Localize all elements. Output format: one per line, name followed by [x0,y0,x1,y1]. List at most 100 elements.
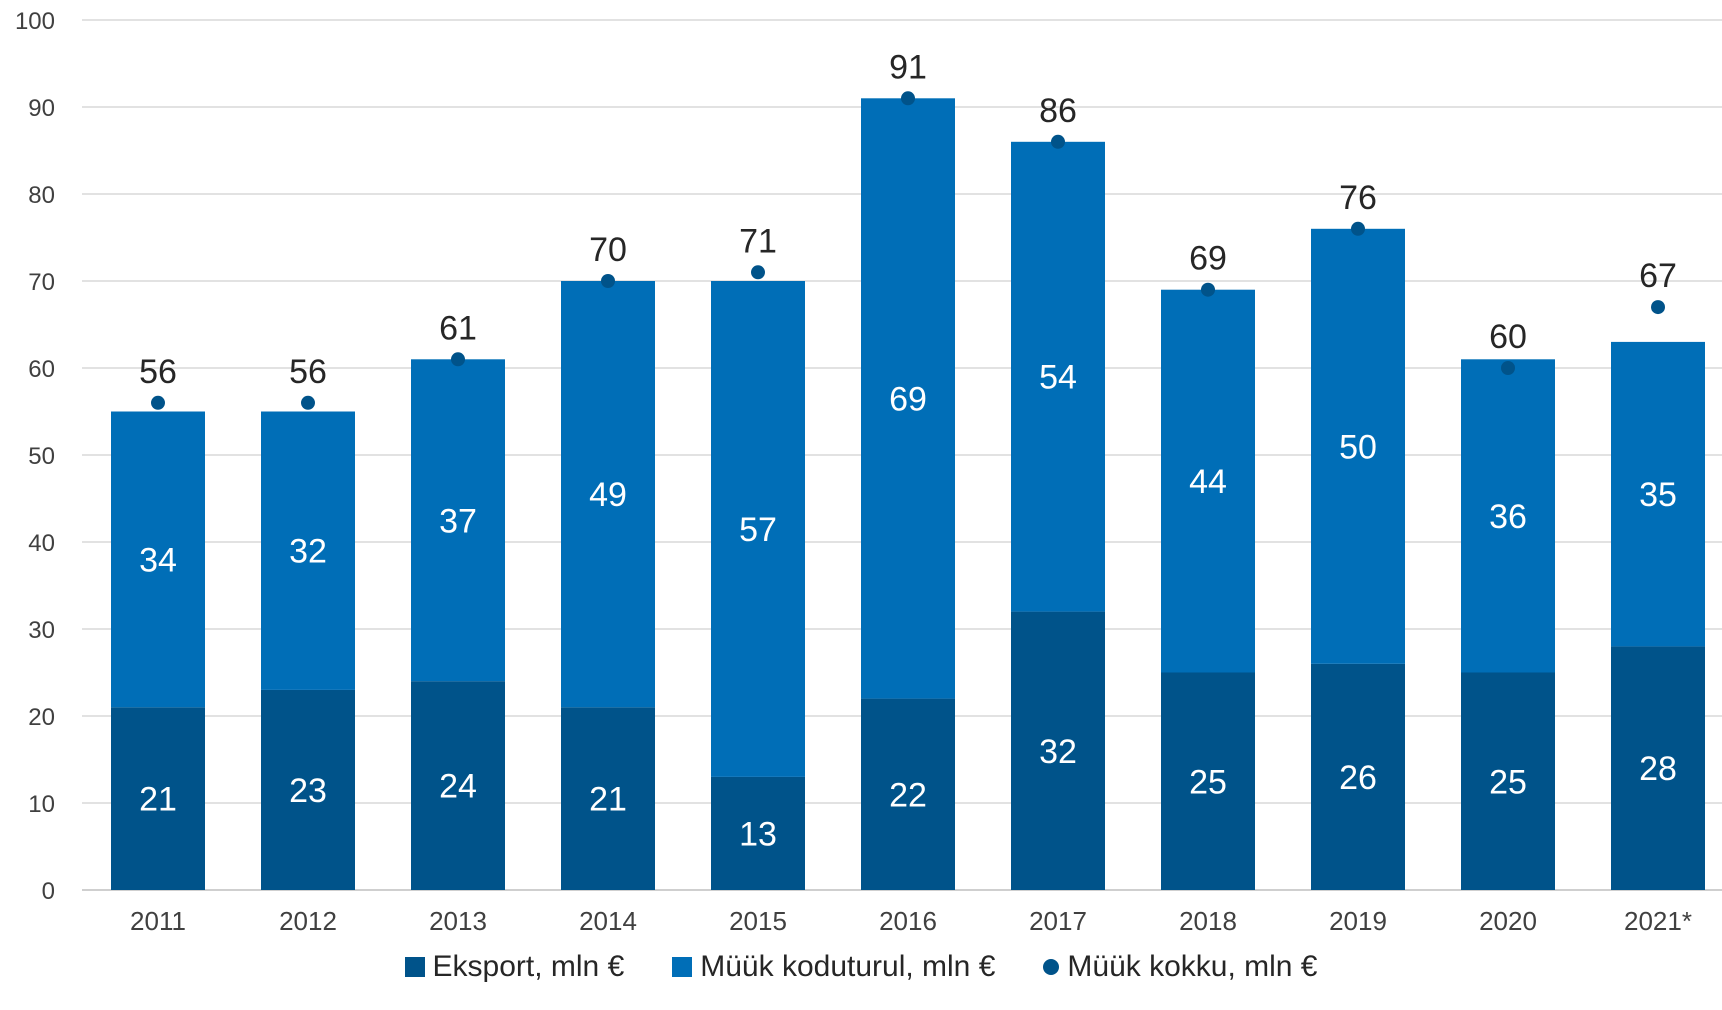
y-tick-label: 70 [28,269,55,296]
data-label-eksport: 21 [589,781,627,819]
marker-kokku [1501,361,1515,375]
bar-koduturul [1161,289,1255,673]
chart-svg: 0 10 20 30 40 50 60 70 80 90 100 21 34 56 2011 23 32 56 20… [15,8,1722,936]
bar-koduturul [711,281,805,777]
x-tick-label: 2020 [1479,906,1537,936]
bar-koduturul [1011,141,1105,612]
data-label-koduturul: 57 [739,511,777,549]
legend: Eksport, mln € Müük koduturul, mln € Müü… [0,942,1722,992]
bar-eksport [1611,646,1705,890]
bar-koduturul [861,98,955,699]
data-label-kokku: 56 [289,353,327,391]
data-label-eksport: 25 [1489,763,1527,801]
y-tick-label: 100 [15,8,55,35]
bar-koduturul [1611,341,1705,647]
bar-koduturul [111,411,205,708]
legend-swatch-eksport [404,957,425,977]
data-label-koduturul: 35 [1639,476,1677,514]
legend-label-eksport: Eksport, mln € [432,950,625,983]
x-tick-label: 2018 [1179,906,1237,936]
x-tick-label: 2021* [1624,906,1692,936]
y-tick-label: 40 [28,530,55,557]
x-tick-label: 2011 [130,906,186,936]
x-tick-label: 2013 [429,906,487,936]
y-tick-label: 90 [28,95,55,122]
bar-koduturul [561,281,655,708]
bar-koduturul [411,359,505,682]
marker-kokku [151,395,165,410]
marker-kokku [1351,221,1365,236]
marker-kokku [451,352,465,367]
bar-eksport [561,707,655,890]
data-label-koduturul: 37 [439,502,477,540]
data-label-koduturul: 32 [289,533,327,571]
data-label-eksport: 23 [289,772,327,810]
bar-eksport [1461,672,1555,890]
data-label-kokku: 86 [1039,92,1077,130]
bar-eksport [1011,611,1105,890]
legend-label-kodu: Müük koduturul, mln € [700,950,996,983]
data-label-eksport: 28 [1639,750,1677,788]
marker-kokku [901,91,915,106]
y-tick-label: 50 [28,443,55,470]
marker-kokku [1051,134,1065,149]
data-label-koduturul: 36 [1489,498,1527,536]
bar-koduturul [1461,359,1555,673]
legend-dot-kokku [1043,959,1060,975]
x-tick-label: 2019 [1329,906,1387,936]
legend-item-eksport: Eksport, mln € [404,950,625,984]
bar-eksport [861,698,955,890]
y-tick-label: 20 [28,704,55,731]
x-tick-label: 2016 [879,906,937,936]
legend-item-kokku: Müük kokku, mln € [1043,950,1317,984]
x-tick-label: 2017 [1029,906,1087,936]
data-label-kokku: 91 [889,48,927,86]
x-tick-label: 2014 [579,906,637,936]
bar-eksport [261,689,355,890]
data-label-kokku: 60 [1489,318,1527,356]
bar-eksport [411,681,505,890]
data-label-eksport: 22 [889,776,927,814]
legend-swatch-kodu [672,957,693,977]
y-tick-label: 80 [28,182,55,209]
data-label-koduturul: 69 [889,380,927,418]
y-tick-label: 0 [42,878,55,905]
data-label-kokku: 76 [1339,179,1377,217]
data-label-koduturul: 49 [589,476,627,514]
marker-kokku [1201,282,1215,297]
x-tick-label: 2015 [729,906,787,936]
marker-kokku [751,265,765,280]
bar-koduturul [1311,228,1405,664]
legend-label-kokku: Müük kokku, mln € [1067,950,1318,983]
data-label-eksport: 13 [739,815,777,853]
y-tick-label: 60 [28,356,55,383]
data-label-kokku: 70 [589,231,627,269]
x-tick-label: 2012 [279,906,337,936]
data-label-kokku: 71 [739,222,777,260]
bar-eksport [711,776,805,890]
data-label-kokku: 56 [139,353,177,391]
data-label-kokku: 69 [1189,240,1227,278]
data-label-koduturul: 34 [139,541,177,579]
bar-eksport [1311,663,1405,890]
data-label-koduturul: 44 [1189,463,1227,501]
data-label-koduturul: 50 [1339,428,1377,466]
data-label-eksport: 21 [139,781,177,819]
marker-kokku [1651,300,1665,315]
data-label-kokku: 61 [439,309,477,347]
marker-kokku [601,274,615,288]
data-label-eksport: 24 [439,768,477,806]
data-label-eksport: 32 [1039,733,1077,771]
bar-eksport [111,707,205,890]
data-label-eksport: 26 [1339,759,1377,797]
data-label-koduturul: 54 [1039,359,1077,397]
bar-eksport [1161,672,1255,890]
marker-kokku [301,395,315,410]
data-label-eksport: 25 [1189,763,1227,801]
bar-koduturul [261,411,355,690]
y-tick-label: 10 [28,791,55,818]
y-tick-label: 30 [28,617,55,644]
data-label-kokku: 67 [1639,257,1677,295]
legend-item-kodu: Müük koduturul, mln € [672,950,995,984]
